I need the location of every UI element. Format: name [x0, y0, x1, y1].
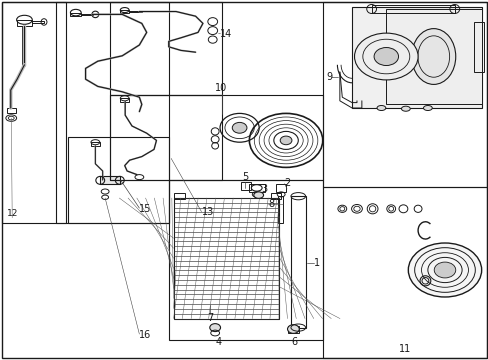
Text: 5: 5 [242, 172, 247, 182]
Bar [81, 14, 93, 15]
Bar [241, 182, 250, 190]
Bar [17, 20, 32, 26]
Bar [386, 9, 481, 104]
Text: 1: 1 [314, 258, 320, 268]
Bar [322, 2, 486, 187]
Circle shape [232, 122, 246, 133]
Bar [129, 11, 142, 12]
Text: 10: 10 [215, 83, 227, 93]
Bar [56, 2, 168, 223]
Text: 15: 15 [139, 204, 151, 214]
Bar [290, 196, 305, 328]
Bar [110, 95, 222, 180]
Ellipse shape [287, 325, 299, 333]
Circle shape [433, 262, 455, 278]
Ellipse shape [401, 106, 409, 111]
Bar [100, 176, 120, 184]
Bar [91, 142, 100, 146]
Bar [173, 198, 278, 319]
Bar [371, 5, 454, 13]
Ellipse shape [423, 105, 431, 111]
Bar [322, 187, 486, 358]
Text: 13: 13 [201, 207, 213, 217]
Bar [473, 22, 483, 72]
Bar [276, 184, 285, 192]
Bar [120, 10, 129, 13]
Bar [277, 196, 282, 223]
Bar [110, 95, 322, 180]
Bar [68, 137, 168, 223]
Text: 3: 3 [261, 184, 267, 194]
Ellipse shape [376, 105, 385, 111]
Bar [110, 2, 222, 95]
Ellipse shape [209, 324, 220, 332]
Text: 9: 9 [326, 72, 332, 82]
Bar [32, 21, 44, 23]
Text: 8: 8 [268, 199, 274, 210]
Bar [168, 180, 322, 340]
Bar [351, 7, 481, 108]
Circle shape [280, 136, 291, 145]
Text: 14: 14 [220, 29, 232, 39]
Bar [7, 108, 16, 113]
Text: 11: 11 [398, 343, 410, 354]
Ellipse shape [411, 29, 455, 85]
Text: 16: 16 [139, 330, 151, 340]
Text: 12: 12 [6, 209, 18, 218]
Bar [173, 193, 184, 199]
Text: 4: 4 [216, 337, 222, 347]
Text: 2: 2 [284, 177, 290, 188]
Bar [271, 193, 281, 199]
Text: 7: 7 [207, 313, 213, 323]
Circle shape [407, 243, 481, 297]
Circle shape [373, 48, 398, 66]
Bar [120, 98, 129, 102]
Bar [249, 184, 264, 192]
Text: 6: 6 [291, 337, 297, 347]
Bar [287, 326, 298, 333]
Ellipse shape [253, 192, 263, 198]
Circle shape [354, 33, 417, 80]
Bar [2, 2, 66, 223]
Bar [70, 13, 81, 16]
